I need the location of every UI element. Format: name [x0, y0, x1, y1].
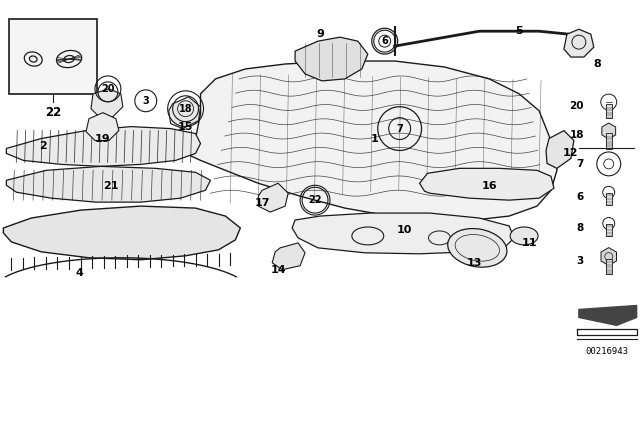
Polygon shape	[420, 168, 554, 200]
Text: 22: 22	[45, 106, 61, 119]
Text: 7: 7	[577, 159, 584, 169]
Text: 11: 11	[522, 238, 537, 248]
Polygon shape	[292, 213, 514, 254]
Polygon shape	[564, 29, 594, 57]
Polygon shape	[169, 97, 200, 129]
Polygon shape	[259, 183, 288, 212]
Polygon shape	[3, 206, 241, 260]
Text: 6: 6	[381, 36, 388, 46]
Text: 18: 18	[179, 104, 193, 114]
Ellipse shape	[510, 227, 538, 245]
Bar	[605, 104, 612, 118]
Polygon shape	[601, 248, 616, 266]
Text: 3: 3	[142, 96, 149, 106]
Polygon shape	[91, 89, 123, 116]
Polygon shape	[546, 130, 574, 168]
Polygon shape	[186, 61, 557, 220]
Ellipse shape	[448, 228, 507, 267]
Polygon shape	[6, 166, 211, 202]
Text: 14: 14	[270, 265, 286, 275]
Text: 4: 4	[75, 268, 83, 278]
Polygon shape	[579, 306, 637, 325]
Text: 21: 21	[103, 181, 118, 191]
Text: 7: 7	[396, 124, 403, 134]
Text: 3: 3	[577, 255, 584, 266]
Polygon shape	[272, 243, 305, 270]
Polygon shape	[6, 127, 200, 166]
Text: 20: 20	[101, 84, 115, 94]
Text: 22: 22	[308, 195, 322, 205]
Text: 9: 9	[316, 29, 324, 39]
Bar	[605, 133, 612, 149]
Text: 00216943: 00216943	[585, 347, 628, 356]
Text: 16: 16	[481, 181, 497, 191]
Text: 12: 12	[563, 148, 579, 159]
Text: 15: 15	[178, 121, 193, 132]
Polygon shape	[602, 123, 616, 139]
Polygon shape	[86, 113, 119, 141]
Bar	[10, 19, 97, 94]
Text: 2: 2	[39, 142, 47, 151]
Text: 17: 17	[255, 198, 270, 208]
Text: 18: 18	[570, 130, 584, 140]
Bar	[605, 224, 612, 237]
Bar	[605, 193, 612, 205]
Bar	[605, 258, 612, 275]
Text: 13: 13	[467, 258, 482, 268]
Text: 5: 5	[515, 26, 523, 36]
Text: 8: 8	[577, 224, 584, 233]
Text: 19: 19	[95, 134, 111, 143]
Polygon shape	[295, 37, 368, 81]
Text: 10: 10	[397, 225, 412, 235]
Text: 1: 1	[371, 134, 379, 143]
Text: 20: 20	[570, 101, 584, 111]
Text: 6: 6	[577, 192, 584, 202]
Text: 8: 8	[593, 59, 601, 69]
